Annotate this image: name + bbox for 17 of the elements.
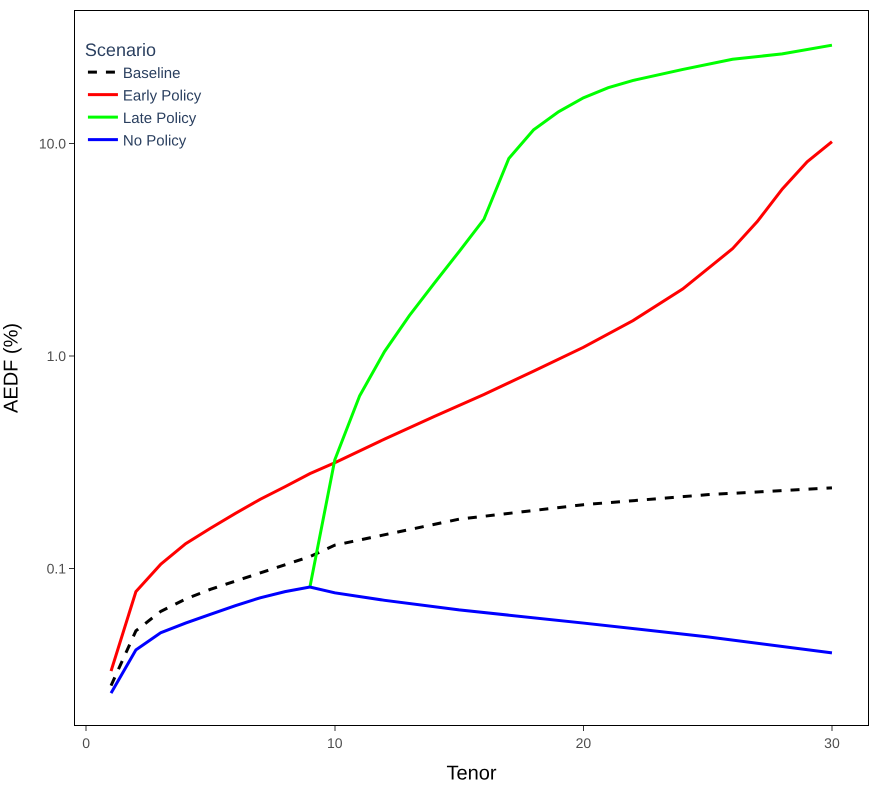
line-series [308, 44, 834, 589]
x-tick-label: 0 [82, 734, 90, 751]
y-tick-label: 0.1 [46, 560, 66, 577]
y-axis-title: AEDF (%) [0, 323, 22, 413]
legend-label: Late Policy [122, 110, 197, 127]
line-series [110, 486, 834, 688]
x-tick-label: 30 [824, 734, 840, 751]
legend-label: No Policy [122, 132, 187, 150]
legend-label: Early Policy [122, 87, 202, 104]
line-series [110, 586, 834, 695]
x-axis-title: Tenor [446, 762, 497, 784]
y-tick-label: 1.0 [46, 348, 66, 364]
legend-title: Scenario [84, 40, 156, 60]
x-tick-label: 20 [576, 734, 592, 751]
legend-label: Baseline [122, 64, 180, 82]
x-tick-label: 10 [326, 734, 343, 751]
y-tick-label: 10.0 [38, 135, 66, 152]
